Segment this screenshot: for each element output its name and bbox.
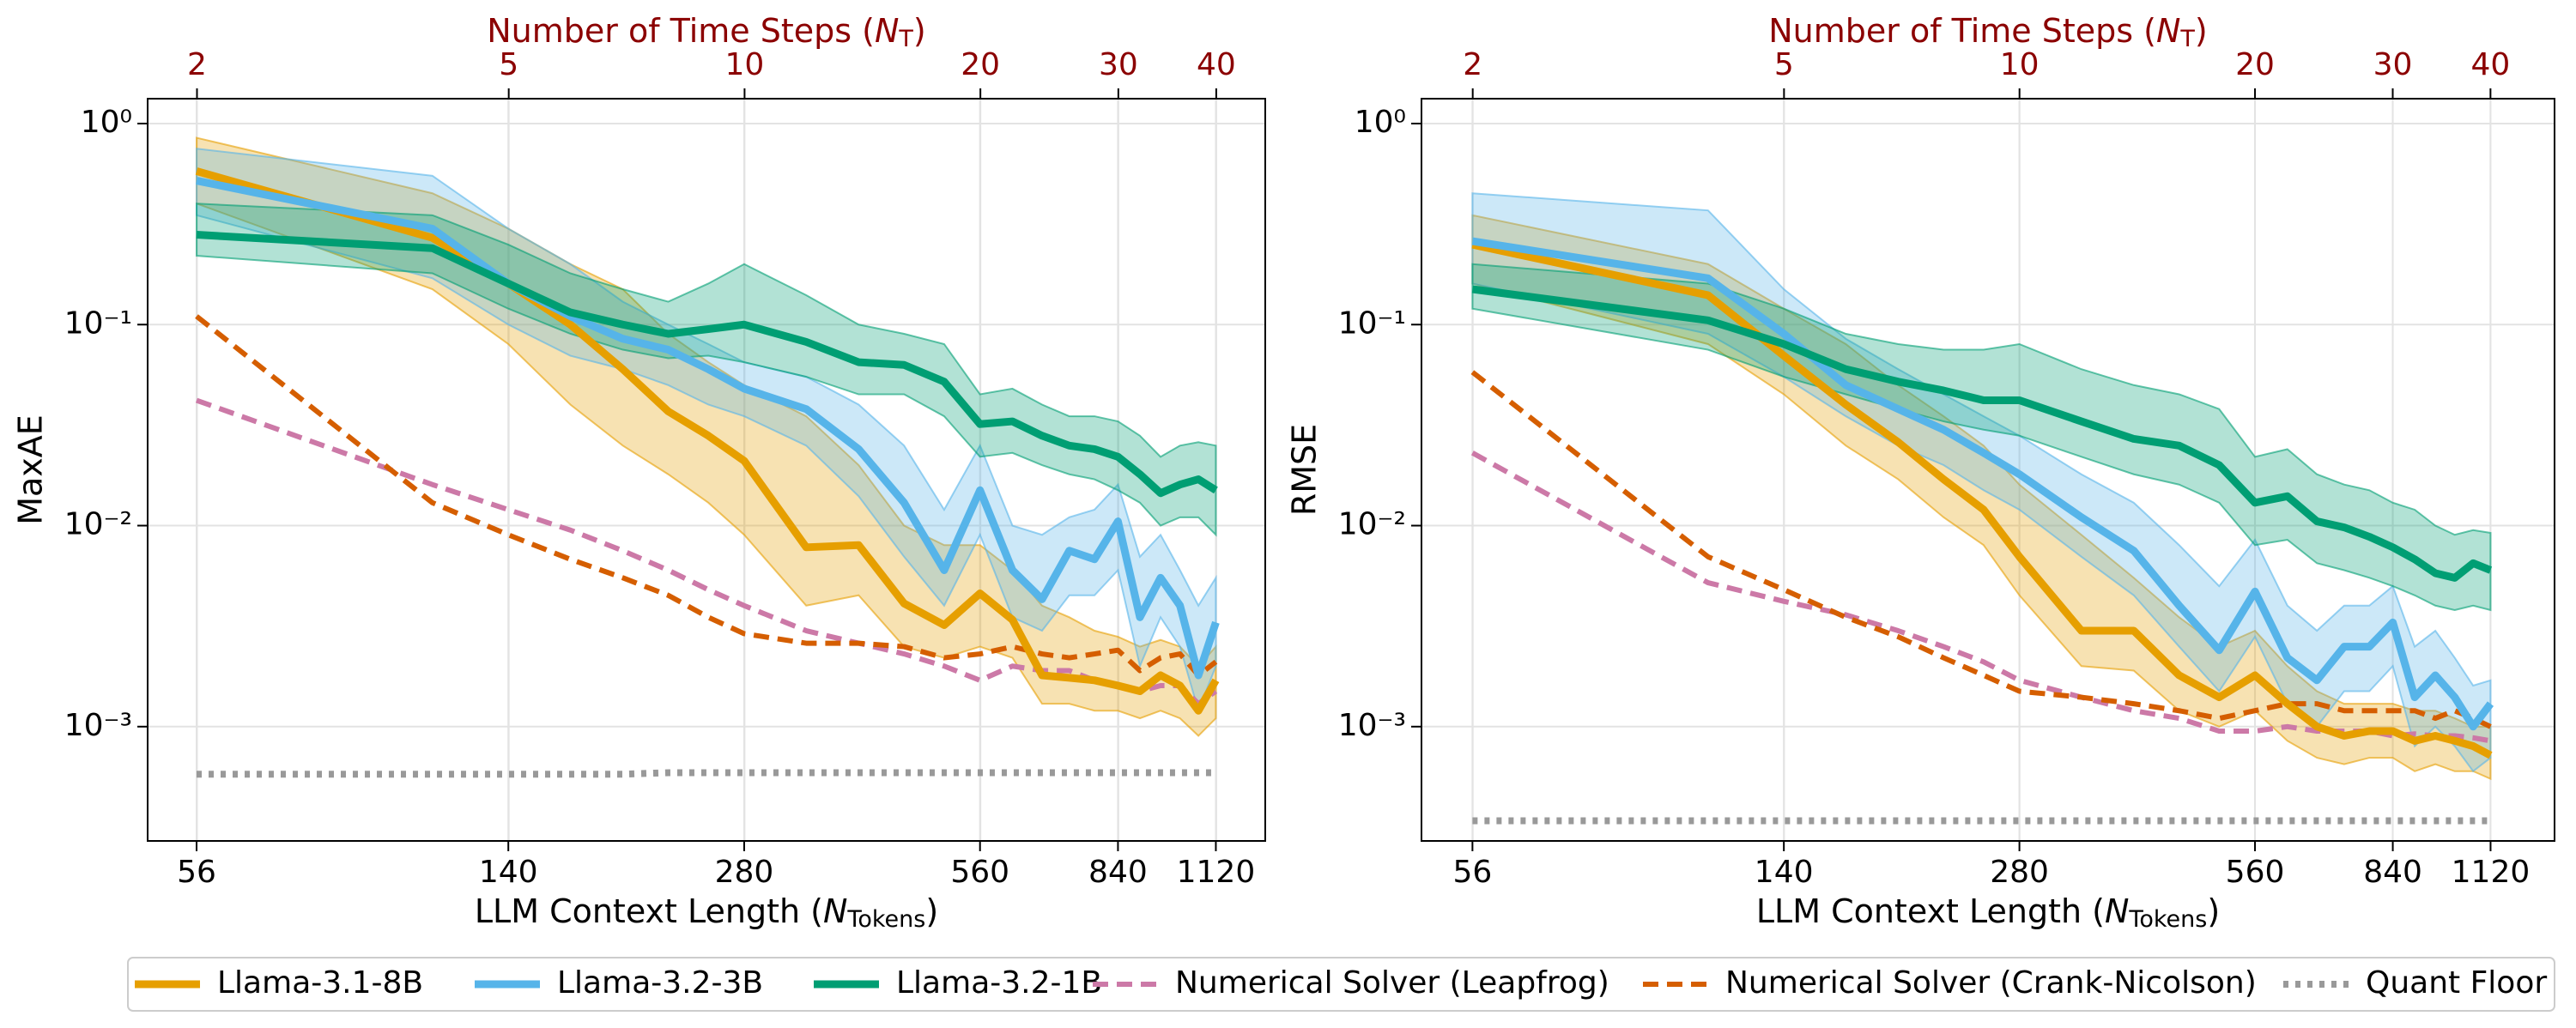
label-sub: Tokens (846, 906, 925, 933)
axes-frame (1421, 98, 2555, 842)
x2-tick-label: 20 (961, 47, 1000, 82)
series-line (196, 231, 1218, 498)
y-tick-label: 10⁻² (64, 507, 132, 542)
series-line (1470, 451, 2491, 744)
x-tick-label: 840 (1088, 855, 1148, 890)
series-line (195, 314, 1218, 678)
axis-label: Number of Time Steps (NT) (1768, 12, 2208, 52)
y-tick-label: 10⁻² (1338, 507, 1406, 542)
x2-tick-label: 30 (1099, 47, 1138, 82)
x2-tick-label: 2 (1463, 47, 1482, 82)
series-line (1471, 285, 2493, 582)
series-line (1471, 237, 2494, 731)
label-var: N (2156, 12, 2180, 50)
label-var: N (823, 892, 847, 930)
x-tick-label: 140 (1755, 855, 1814, 890)
y-tick-label: 10⁰ (1355, 105, 1406, 140)
label-text: LLM Context Length ( (475, 892, 823, 930)
x-tick-label: 1120 (1177, 855, 1256, 890)
x-tick-label: 280 (715, 855, 774, 890)
series-line (195, 167, 1220, 715)
x2-tick-label: 2 (187, 47, 207, 82)
label-end: ) (913, 12, 926, 50)
x-tick-label: 280 (1990, 855, 2049, 890)
y-tick-label: 10⁻³ (64, 708, 132, 743)
x-tick-label: 1120 (2452, 855, 2531, 890)
plot-area (1470, 192, 2494, 825)
x2-tick-label: 10 (2000, 47, 2040, 82)
axes-frame (147, 98, 1266, 842)
legend-label: Llama-3.2-1B (896, 965, 1102, 1001)
plot-area (195, 136, 1220, 778)
label-text: LLM Context Length ( (1756, 892, 2105, 930)
y-tick-label: 10⁻¹ (1338, 305, 1406, 341)
axis-label: LLM Context Length (NTokens) (475, 892, 938, 933)
label-end: ) (2195, 12, 2208, 50)
x-tick-label: 56 (1452, 855, 1492, 890)
label-var: N (2105, 892, 2129, 930)
y-axis-label: RMSE (1286, 424, 1324, 516)
label-text: Number of Time Steps ( (1768, 12, 2156, 50)
label-var: N (875, 12, 899, 50)
label-sub: T (898, 26, 913, 52)
x-tick-label: 840 (2363, 855, 2422, 890)
series-line (1471, 240, 2493, 759)
legend-frame (127, 957, 2555, 1012)
axis-label: Number of Time Steps (NT) (487, 12, 926, 52)
label-sub: T (2179, 26, 2195, 52)
legend-label: Llama-3.1-8B (217, 965, 423, 1001)
legend-label: Llama-3.2-3B (557, 965, 763, 1001)
legend-label: Quant Floor (2366, 965, 2547, 1001)
label-end: ) (2207, 892, 2220, 930)
series-line (196, 769, 1216, 778)
y-tick-label: 10⁻³ (1338, 708, 1406, 743)
label-sub: Tokens (2128, 906, 2207, 933)
confidence-band (1471, 263, 2492, 612)
series-line (196, 177, 1220, 680)
x-tick-label: 560 (950, 855, 1009, 890)
x2-tick-label: 5 (1774, 47, 1794, 82)
x2-tick-label: 30 (2373, 47, 2413, 82)
legend-label: Numerical Solver (Leapfrog) (1175, 965, 1609, 1001)
x-tick-label: 140 (479, 855, 538, 890)
legend-label: Numerical Solver (Crank-Nicolson) (1725, 965, 2257, 1001)
x2-tick-label: 40 (2470, 47, 2510, 82)
x2-tick-label: 10 (725, 47, 765, 82)
y-tick-label: 10⁻¹ (64, 305, 132, 341)
label-text: Number of Time Steps ( (487, 12, 875, 50)
series-line (1470, 370, 2492, 729)
x2-tick-label: 20 (2235, 47, 2275, 82)
x2-tick-label: 40 (1197, 47, 1236, 82)
y-axis-label: MaxAE (12, 414, 50, 525)
x-tick-label: 56 (177, 855, 216, 890)
x-tick-label: 560 (2226, 855, 2285, 890)
axis-label: LLM Context Length (NTokens) (1756, 892, 2220, 933)
x2-tick-label: 5 (499, 47, 518, 82)
y-tick-label: 10⁰ (81, 105, 132, 140)
series-line (195, 397, 1218, 707)
label-end: ) (925, 892, 938, 930)
